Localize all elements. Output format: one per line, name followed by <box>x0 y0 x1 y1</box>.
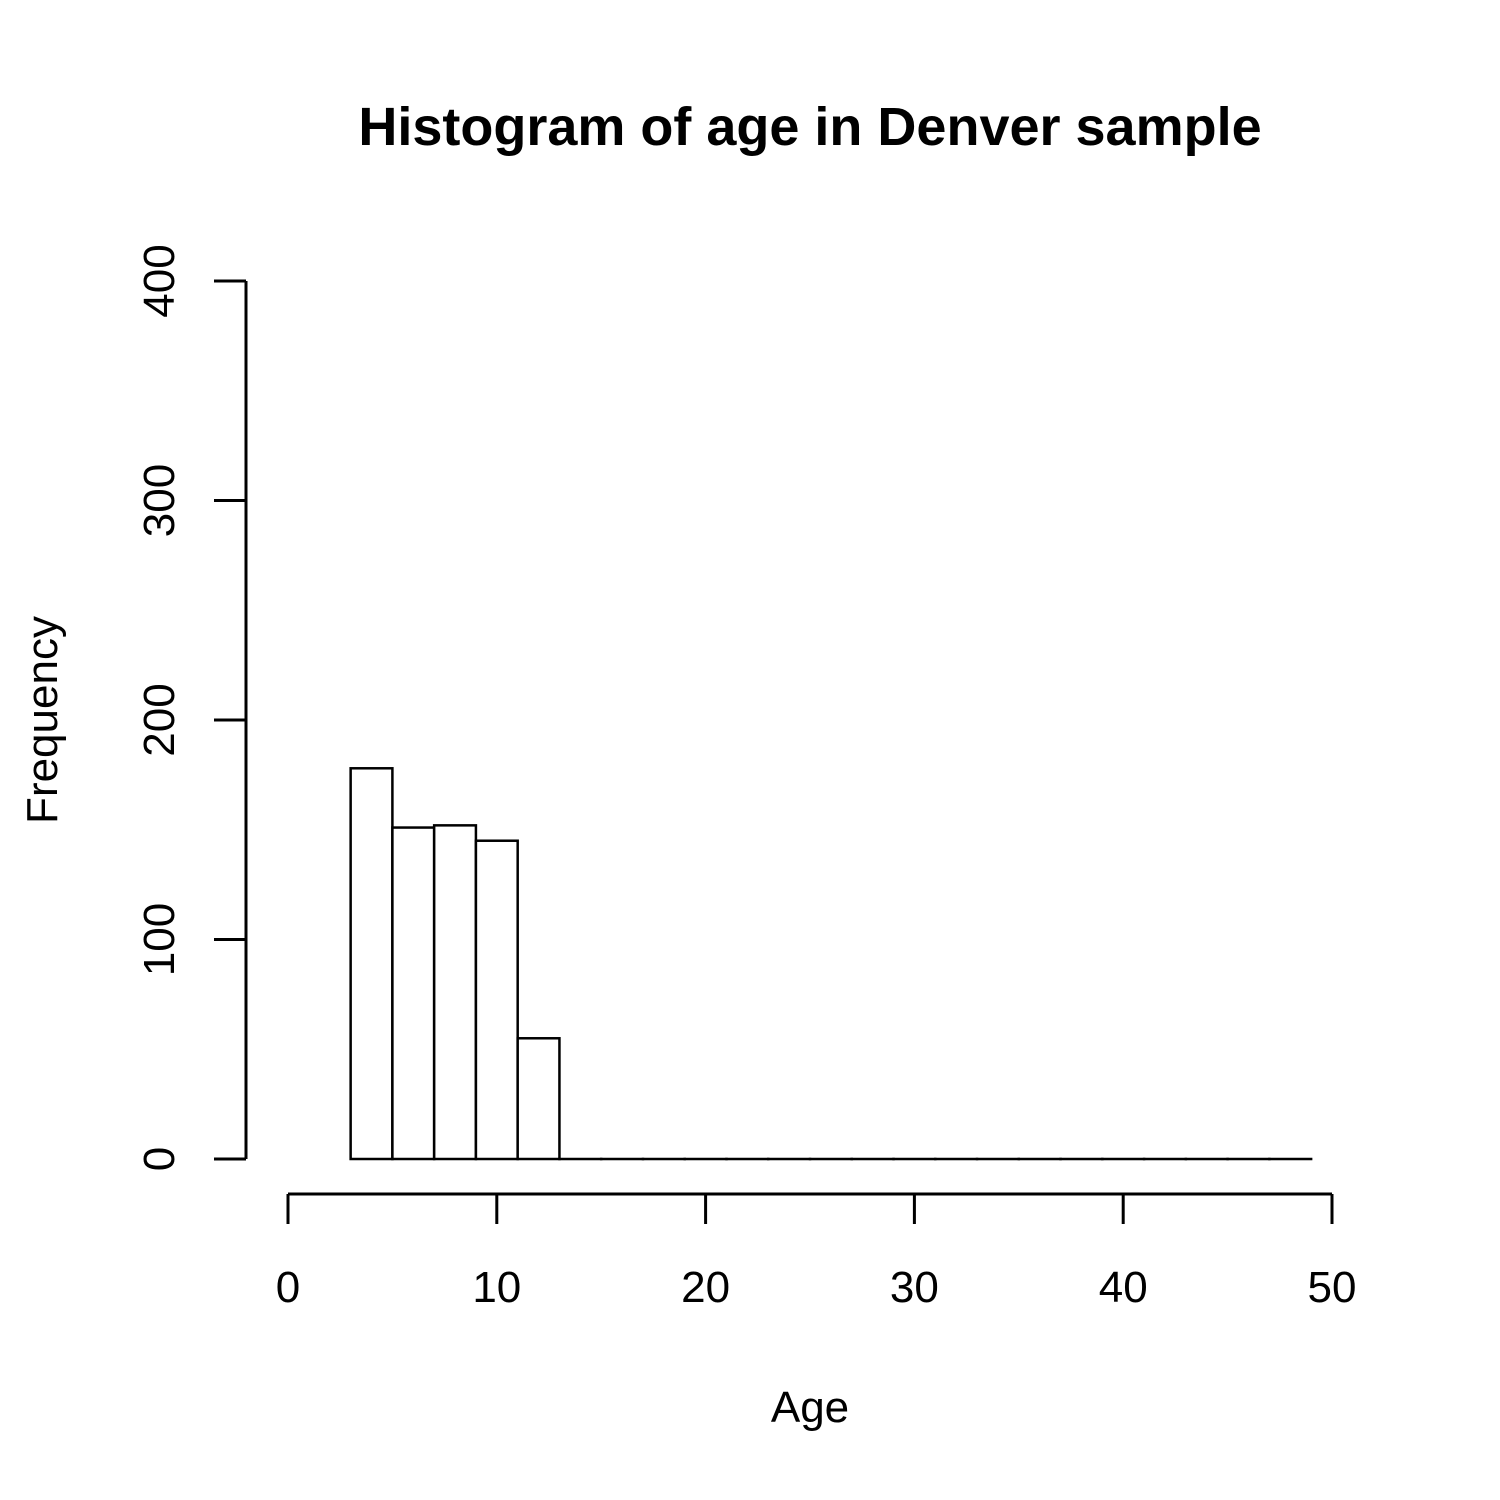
histogram-bar <box>432 824 478 1161</box>
x-axis: 0 10 20 30 40 50 <box>276 1192 1357 1312</box>
y-tick-label: 300 <box>135 464 184 537</box>
x-tick-label: 0 <box>276 1263 300 1312</box>
y-tick-label: 100 <box>135 903 184 976</box>
x-axis-label: Age <box>771 1383 849 1432</box>
x-tick-label: 50 <box>1308 1263 1357 1312</box>
x-tick-label: 30 <box>890 1263 939 1312</box>
y-axis: 0 100 200 300 400 <box>135 244 248 1171</box>
histogram-bars <box>349 767 1313 1161</box>
histogram-bar <box>349 767 394 1161</box>
y-axis-label: Frequency <box>18 616 67 824</box>
x-tick-label: 40 <box>1099 1263 1148 1312</box>
y-tick-label: 200 <box>135 683 184 756</box>
histogram-bar <box>516 1037 561 1161</box>
histogram-bar <box>391 826 436 1161</box>
x-tick-label: 10 <box>472 1263 521 1312</box>
histogram-bar <box>474 839 519 1161</box>
x-tick-label: 20 <box>681 1263 730 1312</box>
y-tick-label: 0 <box>135 1147 184 1171</box>
chart-title: Histogram of age in Denver sample <box>358 97 1261 157</box>
y-tick-label: 400 <box>135 244 184 317</box>
